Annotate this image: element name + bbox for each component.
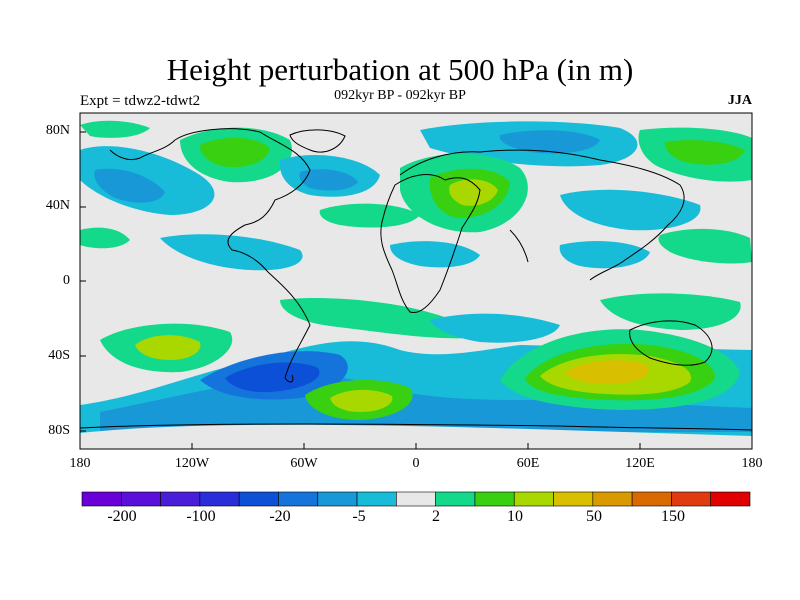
colorbar-swatch bbox=[474, 491, 515, 507]
lon-tick-60w: 60W bbox=[290, 456, 318, 471]
colorbar-label: 50 bbox=[586, 508, 602, 525]
alaska-coastline bbox=[109, 139, 176, 161]
anomaly-region bbox=[664, 140, 745, 165]
lat-tick-0: 0 bbox=[63, 273, 70, 288]
anomaly-region bbox=[449, 179, 498, 206]
lat-tick-80n: 80N bbox=[45, 123, 70, 138]
lon-tick-0: 0 bbox=[412, 456, 420, 471]
colorbar-swatch bbox=[396, 491, 436, 507]
colorbar-swatch bbox=[435, 491, 476, 507]
lon-tick-180e: 180 bbox=[741, 456, 763, 471]
anomaly-region bbox=[80, 424, 752, 449]
lon-tick-120w: 120W bbox=[174, 456, 210, 471]
anomaly-region bbox=[430, 313, 560, 343]
anomaly-region bbox=[390, 241, 480, 268]
anomaly-region bbox=[559, 240, 650, 269]
colorbar-swatch bbox=[553, 491, 594, 507]
colorbar-swatch bbox=[199, 491, 240, 507]
colorbar-label: 150 bbox=[661, 508, 685, 525]
anomaly-region bbox=[135, 335, 201, 360]
lat-tick-80s: 80S bbox=[48, 423, 70, 438]
colorbar-swatch bbox=[710, 491, 751, 507]
australia-coastline bbox=[629, 320, 713, 366]
colorbar-swatch bbox=[592, 491, 633, 507]
anomaly-region bbox=[200, 137, 270, 168]
greenland-coastline bbox=[289, 129, 346, 153]
axis-ticks bbox=[80, 131, 641, 449]
colorbar-swatch bbox=[317, 491, 358, 507]
field-layer bbox=[80, 113, 752, 449]
colorbar-label: 2 bbox=[432, 508, 440, 525]
lon-tick-180w: 180 bbox=[69, 456, 91, 471]
anomaly-region bbox=[658, 228, 752, 264]
colorbar-swatch bbox=[238, 491, 279, 507]
colorbar-swatch bbox=[160, 491, 201, 507]
colorbar-swatch bbox=[513, 491, 554, 507]
season-label: JJA bbox=[727, 93, 752, 108]
anomaly-region bbox=[94, 168, 165, 203]
colorbar-label: -20 bbox=[269, 508, 291, 525]
colorbar-swatch bbox=[278, 491, 319, 507]
anomaly-region bbox=[225, 362, 320, 393]
anomaly-region bbox=[499, 130, 600, 154]
anomaly-region bbox=[80, 120, 150, 138]
americas-coastline bbox=[174, 128, 311, 383]
anomaly-region bbox=[80, 227, 130, 249]
map-title: Height perturbation at 500 hPa (in m) bbox=[166, 52, 634, 87]
colorbar-label: -5 bbox=[352, 508, 366, 525]
colorbar-label: -100 bbox=[186, 508, 216, 525]
map-subtitle: 092kyr BP - 092kyr BP bbox=[334, 88, 466, 103]
colorbar bbox=[81, 491, 751, 507]
lon-tick-120e: 120E bbox=[625, 456, 655, 471]
colorbar-label: 10 bbox=[507, 508, 523, 525]
india-coastline bbox=[509, 229, 529, 263]
anomaly-region bbox=[160, 234, 303, 271]
anomaly-region bbox=[565, 360, 649, 385]
colorbar-swatch bbox=[81, 491, 122, 507]
anomaly-region bbox=[600, 293, 741, 330]
colorbar-swatch bbox=[356, 491, 397, 507]
colorbar-swatch bbox=[631, 491, 672, 507]
coastlines bbox=[80, 128, 752, 431]
colorbar-swatch bbox=[671, 491, 712, 507]
lat-tick-40s: 40S bbox=[48, 348, 70, 363]
africa-coastline bbox=[380, 174, 481, 314]
eurasia-coastline bbox=[399, 149, 685, 281]
lat-tick-40n: 40N bbox=[45, 198, 70, 213]
anomaly-region bbox=[330, 389, 393, 412]
colorbar-label: -200 bbox=[107, 508, 137, 525]
lon-tick-60e: 60E bbox=[516, 456, 540, 471]
colorbar-swatch bbox=[120, 491, 161, 507]
anomaly-region bbox=[560, 189, 701, 231]
anomaly-region bbox=[299, 169, 358, 191]
anomaly-region bbox=[319, 203, 420, 228]
antarctica-coastline bbox=[80, 423, 752, 431]
experiment-label: Expt = tdwz2-tdwt2 bbox=[80, 93, 201, 109]
anomaly-region bbox=[280, 298, 473, 339]
